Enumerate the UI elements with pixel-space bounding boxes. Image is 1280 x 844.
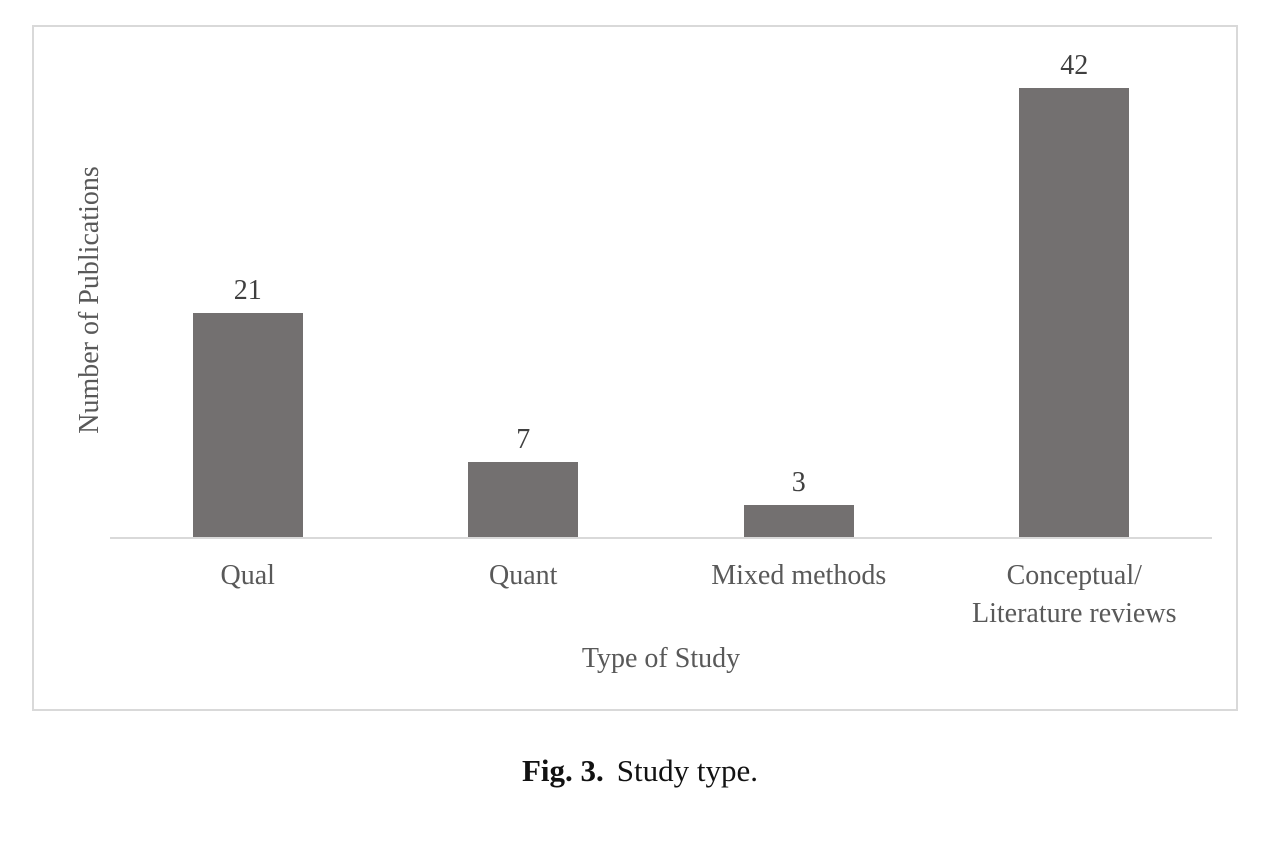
bar-column-conceptual-literature-reviews: 42 xyxy=(937,27,1213,537)
category-label-quant: Quant xyxy=(489,560,558,591)
bar-value-label: 7 xyxy=(516,424,531,455)
category-label-mixed-methods: Mixed methods xyxy=(711,560,887,591)
caption-label: Fig. 3. xyxy=(521,753,604,788)
x-axis-line xyxy=(110,537,1212,539)
category-label-conceptual-literature-reviews: Conceptual/ Literature reviews xyxy=(972,560,1177,629)
bar-column-mixed-methods: 3 xyxy=(661,27,937,537)
x-axis-title: Type of Study xyxy=(581,643,741,674)
figure-caption: Fig. 3. Study type. xyxy=(0,753,1280,789)
bar-conceptual-literature-reviews xyxy=(1019,88,1130,537)
category-label-qual: Qual xyxy=(220,560,275,591)
bar-quant xyxy=(468,462,579,537)
bar-value-label: 42 xyxy=(1060,50,1089,81)
bar-qual xyxy=(192,313,303,537)
y-axis-title: Number of Publications xyxy=(74,166,105,434)
bar-column-quant: 7 xyxy=(386,27,662,537)
bar-value-label: 3 xyxy=(791,467,806,498)
bar-column-qual: 21 xyxy=(110,27,386,537)
chart-area: Number of Publications 21 7 3 42 Qual Quant M… xyxy=(32,25,1238,711)
caption-text: Study type. xyxy=(616,753,759,788)
bar-series: 21 7 3 42 xyxy=(110,27,1212,537)
plot-area: 21 7 3 42 Qual Quant Mixed methods Conceptual/… xyxy=(110,27,1212,667)
bar-value-label: 21 xyxy=(233,275,262,306)
bar-mixed-methods xyxy=(743,505,854,537)
category-labels: Qual Quant Mixed methods Conceptual/ Litera… xyxy=(110,557,1212,633)
